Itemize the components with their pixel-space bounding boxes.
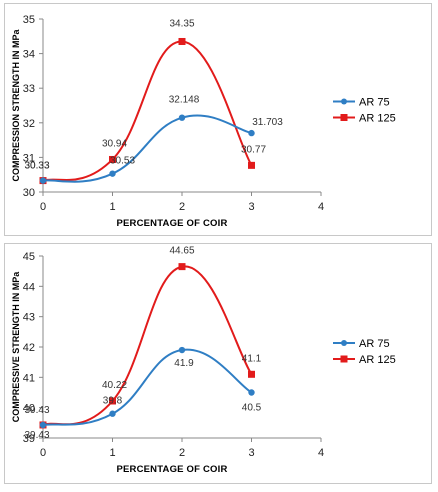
y-tick-label: 44 <box>23 281 35 293</box>
data-point-marker <box>248 129 255 137</box>
y-axis-title: COMPRESSIVE STRENGTH IN MPa <box>11 271 21 423</box>
legend-label: AR 125 <box>359 113 396 125</box>
data-label: 34.35 <box>169 18 194 29</box>
series-line-0 <box>42 348 253 426</box>
y-tick-label: 34 <box>23 49 35 61</box>
x-tick-label: 2 <box>179 201 185 213</box>
legend-label: AR 125 <box>359 354 396 366</box>
data-point-marker <box>39 421 47 429</box>
x-tick-label: 3 <box>248 447 254 459</box>
y-tick-label: 33 <box>23 83 35 95</box>
data-label: 30.94 <box>102 138 127 149</box>
legend-label: AR 75 <box>359 338 390 350</box>
chart-panel-compression: 30 31 32 33 34 35 0 1 2 3 4 PERCENTAGE OF COIR COMPR… <box>4 3 432 236</box>
x-tick-label: 1 <box>109 447 115 459</box>
x-tick-label: 2 <box>179 447 185 459</box>
y-tick-label: 40 <box>23 403 35 415</box>
data-point-marker <box>109 410 116 417</box>
data-label: 40.5 <box>242 403 262 414</box>
data-label: 41.9 <box>174 358 194 369</box>
x-axis-title: PERCENTAGE OF COIR <box>116 218 227 229</box>
data-label: 44.65 <box>169 246 194 257</box>
data-label: 31.703 <box>252 117 283 128</box>
y-tick-label: 32 <box>23 118 35 130</box>
chart-svg: 39 40 41 42 43 44 45 0 1 2 3 4 PERCENTAGE OF COIR COM… <box>11 246 396 475</box>
y-tick-label: 43 <box>23 312 35 324</box>
legend-swatch-marker <box>341 340 347 346</box>
series-line-1 <box>42 40 253 182</box>
data-point-marker <box>248 370 255 378</box>
data-label: 30.77 <box>241 144 266 155</box>
y-tick-label: 35 <box>23 14 35 26</box>
data-point-marker <box>109 397 116 405</box>
data-label: 30.33 <box>24 161 49 172</box>
x-tick-label: 4 <box>318 201 324 213</box>
data-label: 39.43 <box>24 405 49 416</box>
data-point-marker <box>109 155 116 163</box>
data-point-marker <box>178 37 186 45</box>
legend-swatch-marker <box>341 98 347 105</box>
data-point-marker <box>178 114 186 121</box>
y-axis-title: COMPRESSION STRENGTH IN MPa <box>11 28 21 181</box>
y-tick-label: 45 <box>23 251 35 263</box>
series-line-1 <box>42 265 253 426</box>
data-point-marker <box>248 161 255 169</box>
data-label: 30.53 <box>110 156 135 167</box>
x-tick-label: 1 <box>109 201 115 213</box>
x-tick-label: 0 <box>40 447 46 459</box>
y-tick-label: 39 <box>23 433 35 445</box>
data-point-marker <box>178 263 186 271</box>
legend-swatch-marker <box>340 114 348 121</box>
data-point-marker <box>109 170 116 177</box>
data-point-marker <box>248 389 255 396</box>
y-tick-label: 30 <box>23 187 35 199</box>
data-label: 41.1 <box>242 353 262 364</box>
data-label: 39.8 <box>103 396 123 407</box>
series-line-0 <box>42 114 252 183</box>
chart-panel-compressive: 39 40 41 42 43 44 45 0 1 2 3 4 PERCENTAGE OF COIR COM… <box>4 243 432 484</box>
x-tick-label: 0 <box>40 201 46 213</box>
x-axis-title: PERCENTAGE OF COIR <box>116 464 227 475</box>
data-label: 39.43 <box>24 430 49 441</box>
x-tick-label: 4 <box>318 447 324 459</box>
y-tick-label: 31 <box>23 152 35 164</box>
data-label: 30.33 <box>24 161 49 172</box>
data-point-marker <box>39 177 47 184</box>
x-tick-label: 3 <box>248 201 254 213</box>
y-tick-label: 41 <box>23 372 35 384</box>
data-point-marker <box>178 346 186 354</box>
data-label: 32.148 <box>169 95 200 106</box>
legend-label: AR 75 <box>359 97 390 109</box>
legend-swatch-marker <box>340 355 348 363</box>
y-tick-label: 42 <box>23 342 35 354</box>
data-label: 40.22 <box>102 380 127 391</box>
